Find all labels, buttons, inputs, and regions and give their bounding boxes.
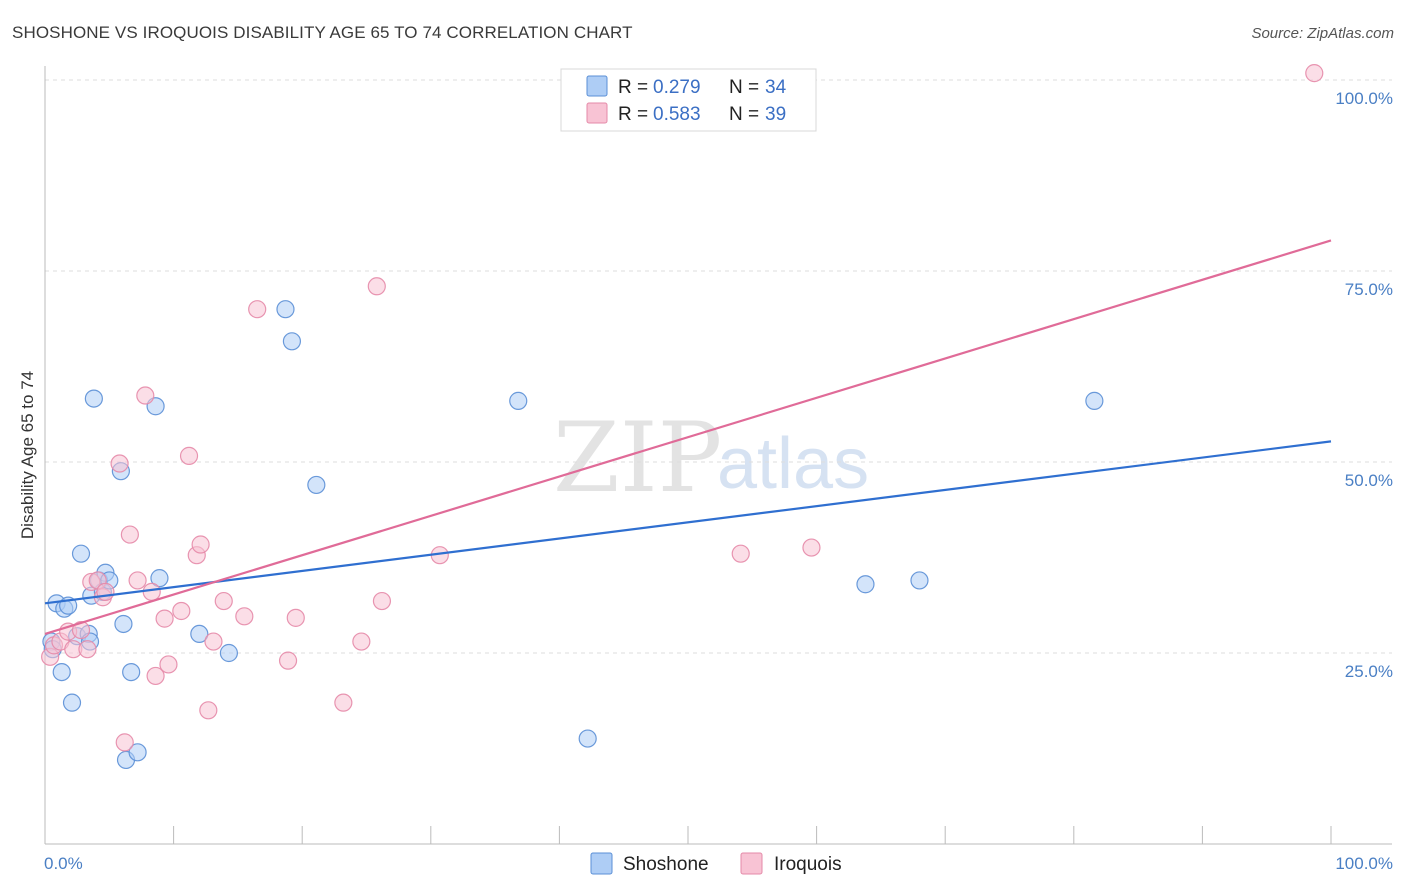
- legend-r-value-iroquois: 0.583: [653, 104, 701, 125]
- iroquois-point-38: [1305, 64, 1324, 83]
- iroquois-point-30: [286, 608, 305, 627]
- trend-lines: [44, 239, 1332, 635]
- shoshone-point-18: [114, 614, 133, 634]
- x-tick-label-0: 0.0%: [44, 854, 83, 873]
- iroquois-point-33: [367, 277, 386, 296]
- iroquois-point-12: [115, 733, 134, 752]
- watermark-atlas: atlas: [717, 424, 869, 504]
- y-tick-label-0: 25.0%: [1345, 662, 1393, 681]
- iroquois-point-15: [136, 386, 155, 405]
- shoshone-point-3: [52, 662, 71, 682]
- shoshone-point-26: [276, 300, 295, 319]
- shoshone-point-24: [190, 624, 209, 644]
- y-tick-label-2: 75.0%: [1345, 280, 1393, 299]
- y-tick-label-1: 50.0%: [1345, 471, 1393, 490]
- iroquois-point-17: [146, 666, 165, 686]
- shoshone-point-12: [84, 389, 103, 408]
- iroquois-point-25: [204, 632, 223, 651]
- iroquois-point-29: [278, 651, 298, 670]
- series-shoshone-points: [42, 300, 1104, 770]
- iroquois-point-20: [172, 601, 191, 621]
- iroquois-point-5: [71, 620, 91, 640]
- shoshone-point-25: [219, 643, 238, 663]
- shoshone-point-21: [128, 743, 147, 762]
- shoshone-point-33: [1085, 391, 1104, 410]
- iroquois-point-31: [334, 693, 353, 712]
- x-tick-label-1: 100.0%: [1335, 854, 1393, 873]
- legend-n-value-shoshone: 34: [765, 77, 787, 98]
- axes: [44, 66, 1392, 845]
- y-tick-label-3: 100.0%: [1335, 89, 1393, 108]
- iroquois-point-19: [159, 655, 178, 674]
- iroquois-point-27: [235, 607, 254, 626]
- chart-title: SHOSHONE VS IROQUOIS DISABILITY AGE 65 T…: [12, 23, 633, 42]
- legend-swatch-iroquois: [586, 102, 608, 124]
- legend-swatch-shoshone: [586, 75, 608, 97]
- shoshone-point-30: [578, 729, 597, 748]
- iroquois-point-36: [731, 544, 750, 563]
- shoshone-point-20: [122, 662, 141, 682]
- legend-r-label-shoshone: R =: [618, 77, 648, 98]
- iroquois-point-34: [372, 591, 392, 611]
- source-credit: Source: ZipAtlas.com: [1251, 25, 1394, 42]
- iroquois-point-18: [155, 609, 174, 628]
- shoshone-point-29: [509, 391, 528, 410]
- series-legend: Shoshone Iroquois: [590, 852, 842, 875]
- shoshone-point-27: [282, 332, 302, 351]
- y-axis-label: Disability Age 65 to 74: [18, 371, 37, 539]
- legend-r-value-shoshone: 0.279: [653, 77, 701, 98]
- iroquois-point-13: [120, 525, 139, 544]
- iroquois-point-32: [352, 632, 371, 651]
- bottom-legend-swatch-iroquois: [740, 852, 763, 875]
- correlation-legend: R = 0.279 N = 34 R = 0.583 N = 39: [560, 68, 817, 132]
- iroquois-point-24: [199, 701, 218, 720]
- x-tick-labels: 0.0% 100.0%: [44, 854, 1393, 873]
- shoshone-point-23: [150, 569, 169, 588]
- iroquois-point-16: [142, 582, 161, 601]
- legend-n-label-shoshone: N =: [729, 77, 759, 98]
- bottom-legend-swatch-shoshone: [590, 852, 613, 875]
- shoshone-point-8: [71, 544, 91, 563]
- iroquois-trend-line: [44, 239, 1332, 635]
- series-iroquois-points: [41, 64, 1324, 752]
- iroquois-point-11: [110, 454, 129, 473]
- iroquois-point-23: [191, 535, 210, 554]
- shoshone-trend-line: [44, 440, 1332, 605]
- legend-n-value-iroquois: 39: [765, 104, 786, 125]
- legend-r-label-iroquois: R =: [618, 104, 648, 125]
- iroquois-point-26: [214, 591, 233, 611]
- watermark-zip: ZIP: [553, 402, 722, 514]
- iroquois-point-37: [802, 538, 821, 557]
- iroquois-point-6: [78, 640, 97, 659]
- gridlines: [45, 79, 1392, 654]
- shoshone-point-32: [910, 571, 929, 590]
- legend-n-label-iroquois: N =: [729, 104, 759, 125]
- bottom-legend-label-shoshone: Shoshone: [623, 854, 709, 875]
- shoshone-point-28: [307, 475, 326, 495]
- iroquois-point-10: [96, 582, 115, 601]
- shoshone-point-31: [856, 575, 875, 594]
- bottom-legend-label-iroquois: Iroquois: [774, 854, 842, 875]
- iroquois-point-21: [179, 446, 199, 465]
- iroquois-point-14: [128, 571, 147, 590]
- iroquois-point-28: [248, 300, 267, 319]
- shoshone-point-6: [62, 693, 82, 712]
- y-tick-labels: 25.0% 50.0% 75.0% 100.0%: [1335, 89, 1393, 681]
